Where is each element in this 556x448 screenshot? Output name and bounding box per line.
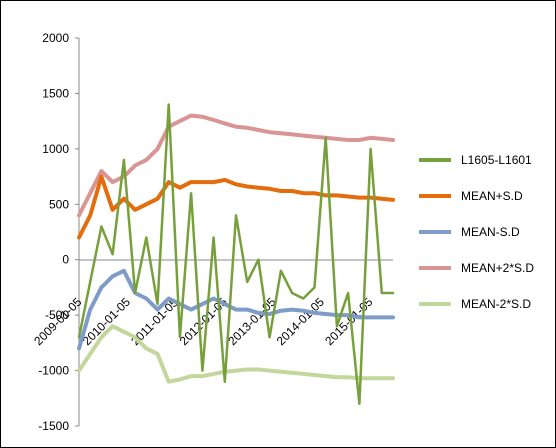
y-tick-label: 0 bbox=[62, 253, 69, 267]
series-line bbox=[77, 174, 395, 240]
series-line bbox=[77, 113, 395, 218]
series-line bbox=[77, 324, 395, 384]
y-tick-label: -1500 bbox=[38, 419, 69, 433]
x-tick-label: 2014-01-05 bbox=[274, 295, 328, 349]
x-tick-label: 2009-01-05 bbox=[31, 295, 85, 349]
y-tick-label: 1000 bbox=[42, 142, 69, 156]
legend-label: MEAN-2*S.D bbox=[461, 297, 531, 311]
y-tick-label: 1500 bbox=[42, 86, 69, 100]
y-tick-label: -1000 bbox=[38, 364, 69, 378]
legend-label: L1605-L1601 bbox=[461, 153, 532, 167]
series-line bbox=[77, 103, 395, 406]
y-tick-labels: 2000 1500 1000 500 0 -500 -1000 -1500 bbox=[38, 31, 79, 433]
legend-label: MEAN+S.D bbox=[461, 189, 523, 203]
legend: L1605-L1601 MEAN+S.D MEAN-S.D MEAN+2*S.D MEA… bbox=[419, 153, 534, 311]
y-tick-label: 500 bbox=[49, 197, 69, 211]
series-lines bbox=[77, 103, 395, 406]
y-tick-label: -500 bbox=[45, 308, 69, 322]
y-tick-label: 2000 bbox=[42, 31, 69, 45]
x-tick-label: 2013-01-05 bbox=[225, 295, 279, 349]
legend-label: MEAN+2*S.D bbox=[461, 261, 534, 275]
legend-label: MEAN-S.D bbox=[461, 225, 520, 239]
